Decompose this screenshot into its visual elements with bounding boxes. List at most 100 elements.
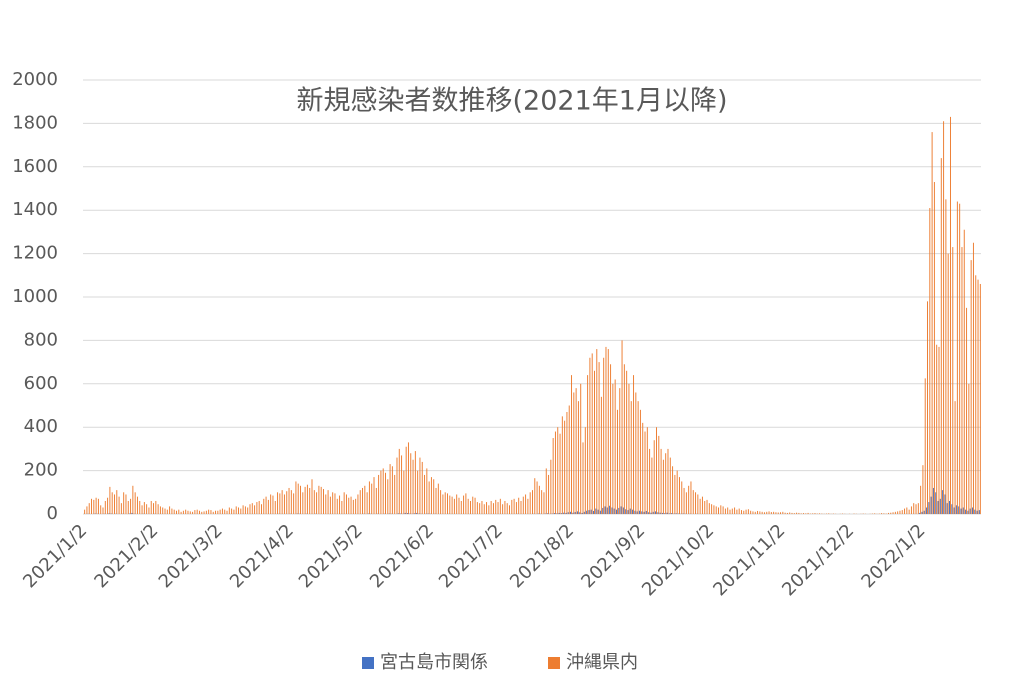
bar bbox=[922, 465, 924, 514]
bar bbox=[412, 459, 414, 514]
bar bbox=[385, 472, 386, 514]
bar bbox=[655, 511, 657, 514]
bar bbox=[928, 502, 930, 514]
bar bbox=[580, 383, 582, 514]
bar bbox=[977, 279, 979, 514]
bar bbox=[793, 513, 795, 514]
bar bbox=[920, 485, 922, 514]
bar bbox=[306, 484, 308, 514]
bar bbox=[109, 486, 111, 514]
bar bbox=[890, 512, 892, 514]
bar bbox=[474, 497, 476, 514]
bar bbox=[750, 510, 752, 514]
bar bbox=[509, 505, 510, 514]
bar bbox=[283, 494, 285, 514]
bar bbox=[917, 503, 919, 514]
bar bbox=[678, 477, 680, 514]
bar bbox=[348, 497, 350, 514]
bar bbox=[894, 511, 896, 514]
bar bbox=[899, 510, 901, 514]
x-tick-label: 2021/8/2 bbox=[506, 520, 578, 592]
x-tick-label: 2021/10/2 bbox=[638, 520, 718, 600]
bar bbox=[597, 509, 599, 514]
bar bbox=[164, 508, 166, 514]
bar bbox=[974, 509, 976, 514]
bar bbox=[953, 507, 955, 514]
bar bbox=[182, 510, 184, 514]
bar bbox=[189, 511, 191, 514]
bar bbox=[652, 511, 654, 514]
bar bbox=[620, 506, 622, 514]
bar bbox=[577, 401, 579, 514]
bar bbox=[683, 487, 685, 514]
bar bbox=[176, 510, 177, 514]
bar bbox=[532, 490, 533, 514]
bar bbox=[371, 483, 373, 514]
bar bbox=[636, 511, 638, 514]
bar bbox=[286, 491, 288, 514]
bar bbox=[219, 509, 221, 514]
bar bbox=[258, 500, 260, 514]
bar bbox=[240, 508, 242, 514]
bar bbox=[952, 247, 954, 514]
bar bbox=[272, 495, 274, 514]
bar bbox=[672, 466, 674, 514]
bar bbox=[633, 375, 635, 514]
bar bbox=[706, 499, 708, 514]
bar bbox=[116, 490, 118, 514]
bar bbox=[437, 483, 439, 514]
bar bbox=[581, 512, 583, 514]
bar bbox=[635, 392, 637, 514]
bar bbox=[131, 512, 133, 514]
bar bbox=[300, 485, 302, 514]
bar bbox=[309, 487, 311, 514]
bar bbox=[605, 346, 607, 514]
bar bbox=[671, 513, 673, 514]
bar bbox=[613, 508, 615, 514]
bar bbox=[233, 509, 235, 514]
bar bbox=[763, 512, 765, 514]
bar bbox=[921, 511, 923, 514]
bar bbox=[102, 507, 104, 514]
bar bbox=[938, 346, 940, 514]
bar bbox=[959, 203, 961, 514]
bar bbox=[114, 494, 115, 514]
bar bbox=[208, 509, 210, 514]
bar bbox=[251, 503, 253, 514]
bar bbox=[761, 511, 763, 514]
bar bbox=[892, 512, 894, 514]
bar bbox=[701, 496, 703, 514]
bar bbox=[960, 508, 962, 514]
bar bbox=[610, 364, 612, 514]
bar bbox=[552, 438, 554, 514]
legend-swatch bbox=[548, 657, 560, 669]
bar bbox=[424, 474, 426, 514]
bar bbox=[511, 499, 513, 514]
bar bbox=[979, 283, 981, 514]
bar bbox=[561, 416, 563, 514]
bar bbox=[235, 506, 237, 514]
bar bbox=[574, 512, 576, 514]
bar bbox=[943, 121, 945, 514]
bar bbox=[791, 512, 793, 514]
bar bbox=[583, 511, 585, 514]
bar bbox=[185, 509, 187, 514]
bar bbox=[547, 513, 549, 514]
bar bbox=[159, 506, 161, 514]
bar bbox=[313, 490, 315, 514]
x-tick-label: 2021/11/2 bbox=[709, 520, 789, 600]
bar bbox=[641, 511, 643, 514]
bar bbox=[104, 500, 106, 514]
bar bbox=[567, 512, 569, 514]
bar bbox=[486, 502, 488, 514]
bar bbox=[602, 507, 604, 514]
bar bbox=[586, 510, 588, 514]
bar bbox=[169, 506, 171, 514]
bar bbox=[419, 457, 421, 514]
bar bbox=[433, 479, 435, 514]
bar bbox=[187, 510, 189, 514]
bar bbox=[196, 509, 198, 514]
bar bbox=[713, 505, 715, 514]
bar bbox=[249, 504, 251, 514]
bar bbox=[603, 357, 605, 514]
